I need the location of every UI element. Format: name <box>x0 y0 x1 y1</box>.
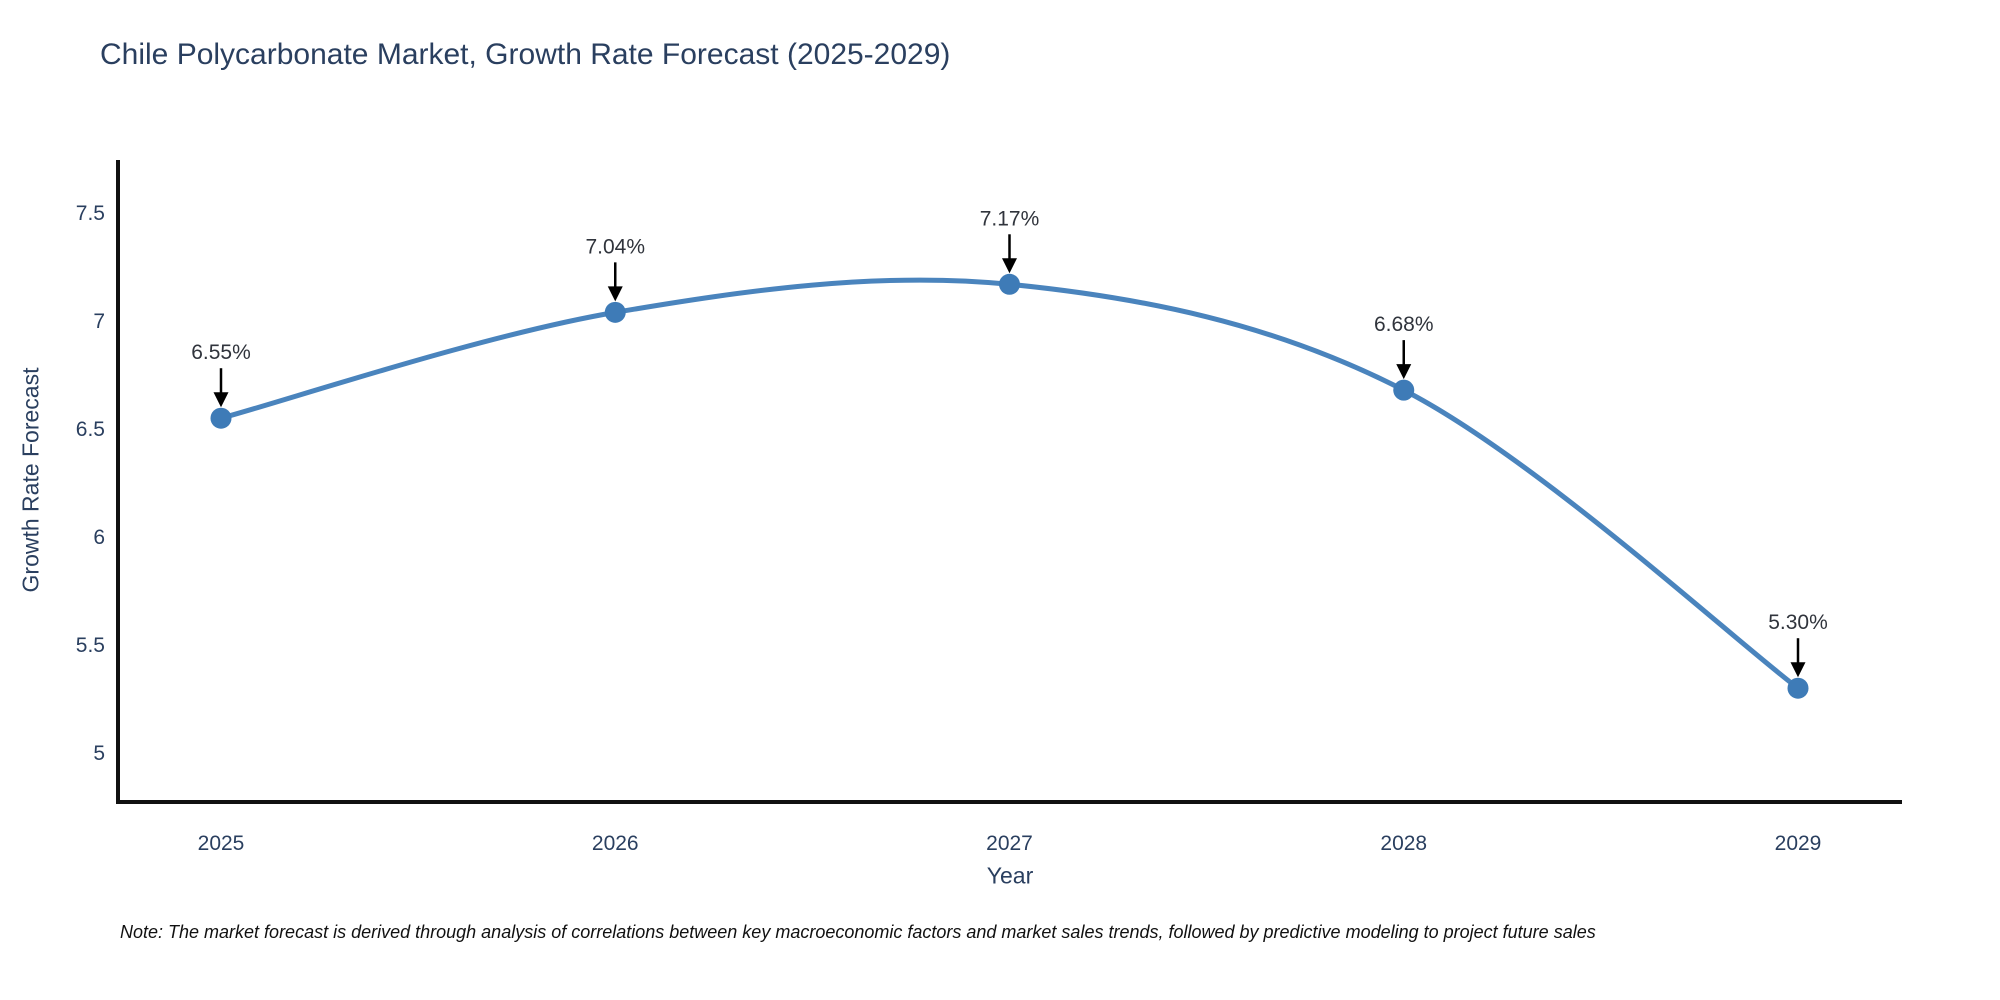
y-tick-label: 7.5 <box>76 202 105 225</box>
x-tick-label: 2027 <box>986 832 1033 855</box>
y-tick-label: 6 <box>93 526 105 549</box>
x-tick-label: 2029 <box>1775 832 1822 855</box>
data-point-label: 7.17% <box>980 207 1040 230</box>
data-point-marker[interactable] <box>1787 677 1809 699</box>
y-tick-label: 6.5 <box>76 418 105 441</box>
y-tick-label: 7 <box>93 310 105 333</box>
data-point-label: 7.04% <box>585 235 645 258</box>
data-point-label: 6.68% <box>1374 313 1434 336</box>
data-point-marker[interactable] <box>604 301 626 323</box>
data-point-marker[interactable] <box>210 407 232 429</box>
data-point-label: 5.30% <box>1768 611 1828 634</box>
forecast-line <box>218 277 1801 691</box>
data-point-marker[interactable] <box>1393 379 1415 401</box>
x-tick-label: 2026 <box>592 832 639 855</box>
annotation-arrow-head <box>1002 258 1017 274</box>
data-point-marker[interactable] <box>999 273 1020 295</box>
chart-title: Chile Polycarbonate Market, Growth Rate … <box>100 38 951 71</box>
x-tick-label: 2028 <box>1380 832 1427 855</box>
y-tick-label: 5.5 <box>76 634 105 657</box>
annotation-arrow-head <box>607 286 623 302</box>
footnote: Note: The market forecast is derived thr… <box>120 922 1596 942</box>
data-point-label: 6.55% <box>191 341 251 364</box>
x-axis-title: Year <box>986 862 1034 889</box>
y-tick-label: 5 <box>93 742 105 765</box>
x-tick-label: 2025 <box>198 832 245 855</box>
axis-lines <box>116 160 1902 804</box>
annotation-arrow-head <box>1790 662 1806 678</box>
annotation-arrow-head <box>213 392 229 408</box>
annotation-arrow-head <box>1396 364 1412 380</box>
